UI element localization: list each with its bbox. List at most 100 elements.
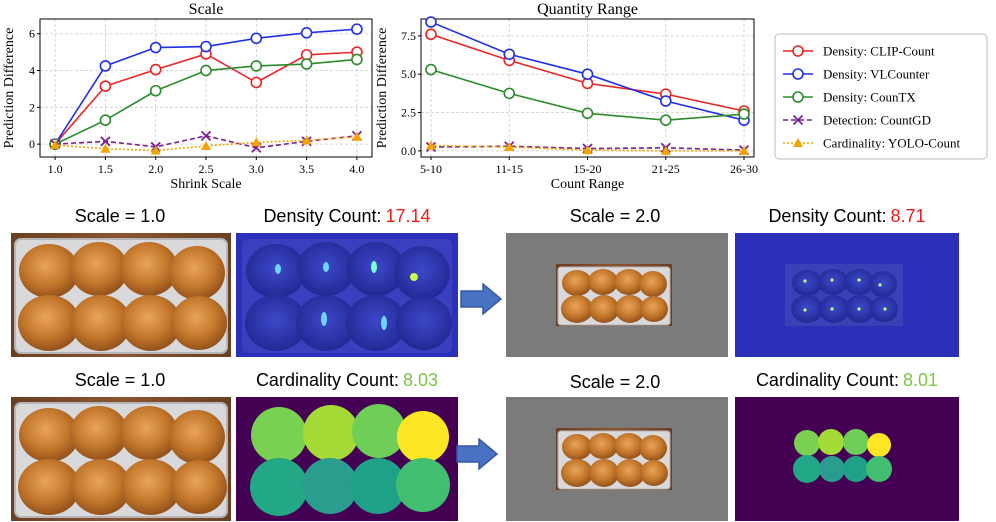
data-point bbox=[149, 84, 162, 97]
data-point bbox=[149, 41, 162, 54]
cardinality-shrunk-count-value: 8.01 bbox=[903, 370, 939, 390]
y-tick-label: 0 bbox=[29, 137, 35, 151]
x-tick-label: 4.0 bbox=[349, 162, 364, 176]
density-shrunk-count-title: Density Count: 8.71 bbox=[734, 206, 960, 227]
data-point bbox=[503, 87, 516, 100]
data-point bbox=[581, 68, 594, 80]
data-point bbox=[250, 76, 263, 89]
density-map-original bbox=[236, 233, 458, 357]
data-point bbox=[503, 48, 516, 61]
density-orig-count-label: Density Count: bbox=[263, 206, 382, 226]
data-point bbox=[100, 136, 111, 147]
plot-frame bbox=[420, 18, 755, 158]
cardinality-map-shrunk bbox=[735, 397, 959, 521]
legend-label: Cardinality: YOLO-Count bbox=[823, 136, 960, 151]
data-point bbox=[351, 131, 362, 141]
chart-title: Quantity Range bbox=[537, 1, 638, 18]
x-tick-label: 2.0 bbox=[148, 162, 163, 176]
arrow-right-icon bbox=[460, 283, 503, 315]
data-point bbox=[425, 140, 436, 150]
x-tick-label: 15-20 bbox=[574, 162, 602, 176]
data-point bbox=[351, 23, 363, 35]
x-axis-label: Shrink Scale bbox=[170, 177, 241, 192]
data-point bbox=[425, 28, 437, 41]
density-shrunk-count-value: 8.71 bbox=[890, 206, 926, 226]
y-tick-label: 6 bbox=[29, 27, 35, 41]
y-tick-label: 5.0 bbox=[401, 67, 416, 81]
data-point bbox=[582, 145, 593, 155]
x-tick-label: 3.5 bbox=[299, 162, 314, 176]
plot-frame bbox=[39, 18, 373, 158]
data-point bbox=[99, 60, 112, 72]
data-point bbox=[150, 145, 161, 155]
data-point bbox=[201, 140, 211, 150]
x-tick-label: 26-30 bbox=[730, 162, 758, 176]
data-point bbox=[99, 114, 112, 126]
legend-label: Density: CounTX bbox=[823, 90, 916, 105]
y-axis-label: Prediction Difference bbox=[2, 28, 17, 149]
cardinality-orig-count-value: 8.03 bbox=[403, 370, 439, 390]
x-axis-label: Count Range bbox=[551, 177, 625, 192]
bread-buns bbox=[18, 242, 227, 351]
data-point bbox=[100, 143, 111, 153]
data-point bbox=[99, 80, 112, 92]
data-point bbox=[425, 63, 437, 76]
data-point bbox=[251, 137, 262, 147]
density-shrunk-count-label: Density Count: bbox=[768, 206, 887, 226]
cardinality-map-original bbox=[236, 397, 458, 521]
density-orig-scale-label: Scale = 1.0 bbox=[74, 206, 166, 226]
data-point-b bbox=[200, 130, 212, 141]
legend-marker bbox=[792, 45, 804, 57]
x-tick-label: 1.0 bbox=[48, 162, 63, 176]
data-point bbox=[149, 63, 162, 76]
y-tick-label: 2.5 bbox=[401, 106, 416, 120]
x-tick-label: 5-10 bbox=[420, 162, 442, 176]
data-point bbox=[250, 32, 263, 45]
data-point bbox=[200, 64, 212, 77]
data-point bbox=[738, 108, 750, 120]
y-tick-label: 0.0 bbox=[401, 144, 416, 158]
density-orig-count-value: 17.14 bbox=[385, 206, 431, 226]
data-point bbox=[659, 95, 672, 107]
bread-photo-original-2 bbox=[11, 397, 231, 521]
data-point bbox=[200, 130, 212, 141]
data-point bbox=[351, 53, 363, 66]
density-map-shrunk bbox=[735, 233, 959, 357]
data-point bbox=[301, 135, 312, 145]
chart-0: 0 2 4 6 1.0 1.5 2.0 2.5 3.0 3.5 4.0 Scale Shrink Sca… bbox=[2, 1, 373, 192]
legend-label: Detection: CountGD bbox=[823, 113, 931, 128]
cardinality-shrunk-count-label: Cardinality Count: bbox=[755, 370, 900, 390]
data-point bbox=[425, 16, 437, 28]
legend: Density: CLIP-Count Density: VLCounter Den… bbox=[774, 33, 988, 160]
density-shrunk-scale-label: Scale = 2.0 bbox=[569, 206, 661, 226]
chart-title: Scale bbox=[189, 1, 224, 18]
chart-1: 0.0 2.5 5.0 7.5 5-10 11-15 15-20 21-25 26-30 Quan… bbox=[375, 1, 758, 192]
cardinality-orig-scale-label: Scale = 1.0 bbox=[74, 370, 166, 390]
cardinality-orig-count-title: Cardinality Count: 8.03 bbox=[236, 370, 458, 391]
legend-label: Density: CLIP-Count bbox=[823, 44, 935, 59]
data-point bbox=[300, 26, 313, 39]
legend-marker bbox=[792, 68, 804, 80]
data-point bbox=[739, 145, 750, 155]
cardinality-shrunk-count-title: Cardinality Count: 8.01 bbox=[734, 370, 960, 391]
x-tick-label: 3.0 bbox=[249, 162, 264, 176]
legend-label: Density: VLCounter bbox=[823, 67, 930, 82]
data-point bbox=[659, 114, 672, 126]
bread-photo-shrunk bbox=[506, 233, 728, 357]
bread-photo-shrunk-2 bbox=[506, 397, 728, 521]
legend-marker bbox=[792, 114, 804, 126]
density-orig-count-title: Density Count: 17.14 bbox=[236, 206, 458, 227]
x-tick-label: 1.5 bbox=[98, 162, 113, 176]
legend-box bbox=[774, 33, 988, 160]
arrow-right-icon-2 bbox=[456, 438, 499, 470]
data-point bbox=[50, 140, 61, 150]
data-point bbox=[581, 107, 594, 120]
cardinality-orig-count-label: Cardinality Count: bbox=[255, 370, 400, 390]
x-tick-label: 11-15 bbox=[495, 162, 523, 176]
x-tick-label: 2.5 bbox=[199, 162, 214, 176]
x-tick-label: 21-25 bbox=[652, 162, 680, 176]
y-tick-label: 7.5 bbox=[401, 29, 416, 43]
y-tick-label: 4 bbox=[29, 64, 35, 78]
bread-photo-original bbox=[11, 233, 231, 357]
data-point-b bbox=[100, 136, 111, 147]
